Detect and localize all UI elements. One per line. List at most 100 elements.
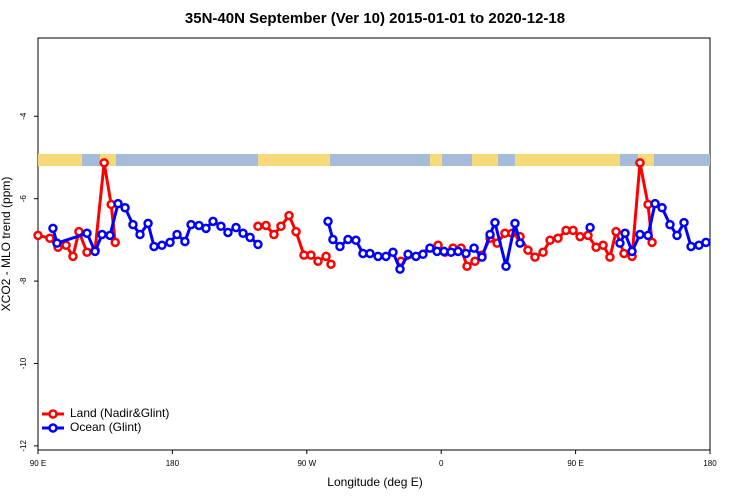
data-point [643,230,653,241]
data-point [335,241,345,252]
data-point [99,158,109,168]
data-point [113,198,123,209]
data-point [650,198,660,209]
data-point [165,237,175,248]
data-point [90,246,100,257]
data-point [48,223,58,234]
data-point [485,229,495,240]
data-point [672,230,682,241]
data-point [105,230,115,241]
data-point [611,226,621,237]
data-point [291,226,301,237]
data-point [186,219,196,230]
data-point [523,245,533,255]
data-point [45,233,55,243]
land-band [258,154,330,166]
data-point [583,230,593,241]
data-point [647,237,657,248]
data-point [515,238,525,248]
data-point [538,247,548,257]
data-point [679,217,689,228]
data-point [425,243,435,253]
data-point [208,216,218,227]
data-point [351,235,361,246]
data-point [157,240,167,250]
legend-label: Land (Nadir&Glint) [70,406,169,420]
data-point [68,251,78,262]
y-tick-label: -12 [19,440,28,452]
x-tick-label: 180 [703,459,717,468]
data-point [490,217,500,228]
y-tick-label: -8 [19,277,28,285]
data-point [180,236,190,247]
data-point [627,246,637,257]
data-point [120,202,130,213]
data-point [619,248,629,259]
plot-frame [37,37,711,451]
data-point [201,223,211,234]
data-point [545,235,555,246]
data-point [284,210,294,221]
data-point [253,221,263,232]
data-point [143,218,153,229]
x-tick-label: 90 W [297,459,316,468]
land-band [38,154,82,166]
data-point [172,229,182,240]
legend-label: Ocean (Glint) [70,420,141,434]
data-point [238,228,248,239]
land-ocean-strip [38,154,710,166]
data-point [575,231,585,242]
data-point [33,230,43,241]
data-point [365,248,375,259]
data-point [553,233,563,243]
data-point [605,252,615,262]
data-point [530,252,540,262]
data-point [326,259,336,269]
x-tick-label: 0 [439,459,444,468]
data-point [128,219,138,230]
x-tick-label: 90 E [30,459,46,468]
data-point [135,229,145,240]
data-point [462,261,472,271]
data-point [97,229,107,240]
x-axis-label: Longitude (deg E) [327,475,422,489]
data-point [470,256,480,267]
data-point [501,261,511,271]
data-point [657,202,667,213]
data-point [61,240,71,250]
data-point [328,234,338,245]
data-point [110,237,120,248]
legend-marker [48,423,58,433]
data-point [323,216,333,227]
data-point [418,249,428,260]
y-tick-label: -4 [19,112,28,120]
x-tick-label: 180 [166,459,180,468]
data-point [701,237,711,248]
data-point [52,238,62,248]
data-point [253,239,263,250]
data-point [395,264,405,274]
data-point [149,241,159,252]
data-point [585,222,595,233]
data-point [231,222,241,233]
y-axis-label: XCO2 - MLO trend (ppm) [0,177,13,312]
data-point [261,220,271,231]
data-point [510,218,520,229]
data-point [276,221,286,232]
land-band [472,154,498,166]
data-point [245,232,255,243]
data-point [635,229,645,240]
data-point [388,247,398,257]
data-point [469,243,479,253]
data-point [568,225,578,236]
data-point [477,252,487,262]
data-point [403,249,413,260]
data-point [82,228,92,239]
data-point [620,228,630,239]
data-point [665,219,675,230]
data-point [306,250,316,260]
data-point [381,251,391,262]
data-point [313,256,323,267]
data-point [343,234,353,245]
